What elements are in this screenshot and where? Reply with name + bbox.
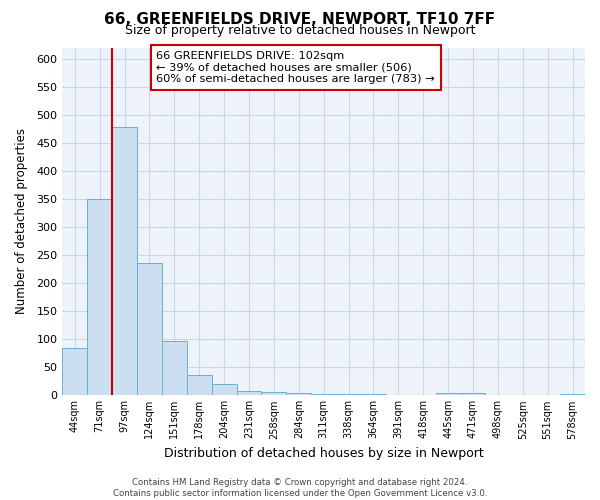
Bar bbox=[286, 394, 311, 395]
Text: Contains HM Land Registry data © Crown copyright and database right 2024.
Contai: Contains HM Land Registry data © Crown c… bbox=[113, 478, 487, 498]
Text: 66 GREENFIELDS DRIVE: 102sqm
← 39% of detached houses are smaller (506)
60% of s: 66 GREENFIELDS DRIVE: 102sqm ← 39% of de… bbox=[157, 51, 435, 84]
Text: Size of property relative to detached houses in Newport: Size of property relative to detached ho… bbox=[125, 24, 475, 37]
Bar bbox=[436, 394, 461, 395]
Bar bbox=[236, 390, 262, 395]
Bar bbox=[361, 394, 386, 395]
Bar bbox=[62, 348, 87, 395]
Y-axis label: Number of detached properties: Number of detached properties bbox=[15, 128, 28, 314]
Bar bbox=[336, 394, 361, 395]
Bar bbox=[262, 392, 286, 395]
X-axis label: Distribution of detached houses by size in Newport: Distribution of detached houses by size … bbox=[164, 447, 484, 460]
Bar bbox=[461, 394, 485, 395]
Bar bbox=[560, 394, 585, 395]
Bar bbox=[137, 262, 162, 395]
Bar bbox=[212, 384, 236, 395]
Text: 66, GREENFIELDS DRIVE, NEWPORT, TF10 7FF: 66, GREENFIELDS DRIVE, NEWPORT, TF10 7FF bbox=[104, 12, 496, 28]
Bar bbox=[187, 376, 212, 395]
Bar bbox=[87, 199, 112, 395]
Bar bbox=[311, 394, 336, 395]
Bar bbox=[162, 340, 187, 395]
Bar bbox=[112, 127, 137, 395]
